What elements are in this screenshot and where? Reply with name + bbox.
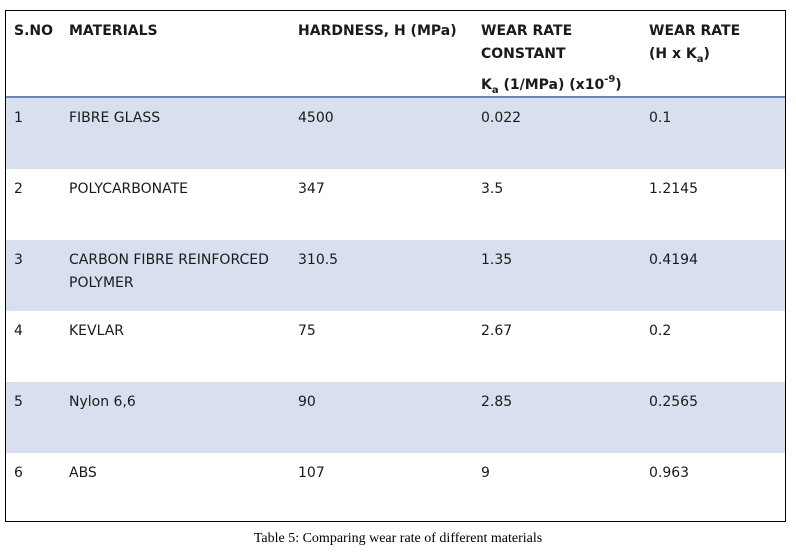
header-hardness: HARDNESS, H (MPa) — [298, 23, 457, 39]
formula-prefix: (H x K — [649, 46, 697, 62]
cell-hardness: 4500 — [298, 110, 334, 126]
cell-hardness: 347 — [298, 181, 325, 197]
cell-wear-rate: 0.2 — [649, 323, 672, 339]
cell-constant: 9 — [481, 465, 490, 481]
constant-exponent: -9 — [604, 74, 616, 85]
header-wear-rate-line1: WEAR RATE — [649, 23, 741, 39]
cell-constant: 1.35 — [481, 252, 513, 268]
formula-suffix: ) — [703, 46, 710, 62]
header-materials: MATERIALS — [69, 23, 158, 39]
cell-wear-rate: 1.2145 — [649, 181, 698, 197]
cell-hardness: 107 — [298, 465, 325, 481]
cell-sno: 4 — [14, 323, 23, 339]
formula-sub: a — [696, 54, 704, 65]
cell-constant: 0.022 — [481, 110, 522, 126]
cell-material: FIBRE GLASS — [69, 110, 161, 126]
cell-material: ABS — [69, 465, 97, 481]
table-frame: S.NO MATERIALS HARDNESS, H (MPa) WEAR RA… — [5, 10, 786, 522]
cell-wear-rate: 0.4194 — [649, 252, 698, 268]
table-row: 6 ABS 107 9 0.963 — [6, 453, 785, 524]
cell-wear-rate: 0.963 — [649, 465, 690, 481]
cell-material: POLYCARBONATE — [69, 181, 189, 197]
cell-wear-rate: 0.2565 — [649, 394, 698, 410]
wear-rate-table: S.NO MATERIALS HARDNESS, H (MPa) WEAR RA… — [6, 11, 785, 524]
cell-sno: 6 — [14, 465, 23, 481]
constant-unit: (1/MPa) (x10 — [503, 77, 605, 93]
table-row: 5 Nylon 6,6 90 2.85 0.2565 — [6, 382, 785, 453]
cell-material: KEVLAR — [69, 323, 125, 339]
header-constant-line1: WEAR RATE — [481, 23, 573, 39]
table-row: 2 POLYCARBONATE 347 3.5 1.2145 — [6, 169, 785, 240]
table-row: 1 FIBRE GLASS 4500 0.022 0.1 — [6, 98, 785, 169]
cell-hardness: 310.5 — [298, 252, 339, 268]
cell-constant: 2.67 — [481, 323, 513, 339]
header-constant-line2: CONSTANT — [481, 46, 566, 62]
constant-symbol: K — [481, 77, 492, 93]
header-constant-unit: Ka (1/MPa) (x10-9) — [481, 68, 622, 102]
cell-sno: 3 — [14, 252, 23, 268]
table-caption: Table 5: Comparing wear rate of differen… — [253, 531, 543, 546]
cell-sno: 1 — [14, 110, 23, 126]
cell-material: Nylon 6,6 — [69, 394, 136, 410]
constant-symbol-sub: a — [491, 85, 499, 96]
cell-sno: 2 — [14, 181, 23, 197]
cell-hardness: 90 — [298, 394, 316, 410]
table-header-row: S.NO MATERIALS HARDNESS, H (MPa) WEAR RA… — [6, 11, 785, 98]
header-wear-rate: WEAR RATE (H x Ka) — [649, 20, 740, 71]
table-row: 3 CARBON FIBRE REINFORCED POLYMER 310.5 … — [6, 240, 785, 311]
header-wear-rate-formula: (H x Ka) — [649, 43, 740, 71]
cell-wear-rate: 0.1 — [649, 110, 672, 126]
header-wear-rate-constant: WEAR RATE CONSTANT Ka (1/MPa) (x10-9) — [481, 20, 622, 102]
constant-unit-close: ) — [615, 77, 622, 93]
cell-sno: 5 — [14, 394, 23, 410]
header-sno: S.NO — [14, 23, 54, 39]
table-row: 4 KEVLAR 75 2.67 0.2 — [6, 311, 785, 382]
cell-constant: 3.5 — [481, 181, 504, 197]
cell-hardness: 75 — [298, 323, 316, 339]
cell-material: CARBON FIBRE REINFORCED POLYMER — [69, 252, 269, 291]
cell-constant: 2.85 — [481, 394, 513, 410]
